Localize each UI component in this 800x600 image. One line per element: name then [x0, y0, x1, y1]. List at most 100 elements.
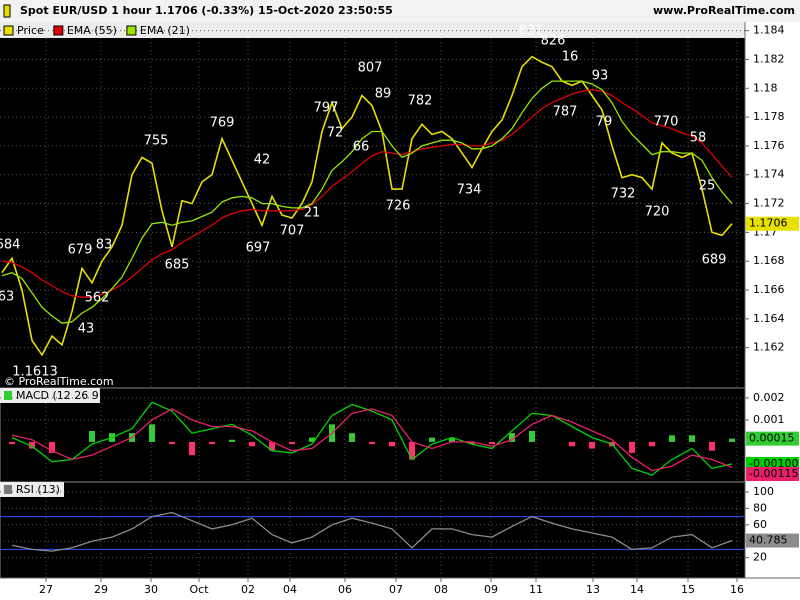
histogram-bar — [149, 424, 155, 442]
annotation: 734 — [457, 183, 482, 198]
x-tick-label: 07 — [389, 583, 403, 596]
y-tick-label: 0.001 — [753, 413, 785, 426]
histogram-bar — [209, 441, 215, 445]
macd-label-bar — [0, 388, 100, 403]
panel-icon — [4, 485, 12, 494]
histogram-bar — [709, 441, 715, 451]
value-box-label: 0.00015 — [749, 432, 795, 445]
x-tick-label: Oct — [189, 583, 209, 596]
legend-swatch — [53, 25, 64, 36]
annotation: 93 — [592, 69, 609, 84]
annotation: 770 — [654, 115, 679, 130]
histogram-bar — [689, 435, 695, 442]
histogram-bar — [629, 441, 635, 453]
histogram-bar — [29, 441, 35, 449]
histogram-bar — [569, 441, 575, 447]
annotation: 16 — [562, 50, 579, 65]
x-tick-label: 08 — [434, 583, 448, 596]
copyright: © ProRealTime.com — [4, 375, 114, 388]
annotation: 1.1613 — [12, 365, 58, 380]
histogram-bar — [9, 441, 15, 445]
annotation: 697 — [246, 241, 271, 256]
legend-swatch — [3, 25, 14, 36]
histogram-bar — [649, 441, 655, 447]
annotation: 726 — [386, 199, 411, 214]
y-tick-label: 1.172 — [753, 197, 785, 210]
legend-swatch — [126, 25, 137, 36]
legend-label: Price — [17, 24, 44, 37]
y-tick-label: 1.178 — [753, 110, 785, 123]
value-box — [746, 216, 799, 231]
y-tick-label: 1.184 — [753, 24, 785, 37]
histogram-bar — [229, 439, 235, 442]
annotation: 732 — [611, 187, 636, 202]
histogram-bar — [389, 441, 395, 447]
legend-bar — [0, 22, 745, 38]
annotation: 797 — [314, 101, 339, 116]
histogram-bar — [349, 433, 355, 442]
x-tick-label: 06 — [338, 583, 352, 596]
panel-icon — [4, 391, 12, 400]
histogram-bar — [369, 441, 375, 445]
histogram-bar — [729, 438, 735, 442]
x-tick-label: 09 — [484, 583, 498, 596]
y-tick-label: 1.164 — [753, 312, 785, 325]
histogram-bar — [669, 435, 675, 442]
series-line — [1, 55, 733, 357]
histogram-bar — [409, 441, 415, 460]
annotation: 679 — [68, 243, 93, 258]
x-tick-label: 30 — [144, 583, 158, 596]
histogram-bar — [469, 441, 475, 445]
annotation: 21 — [304, 206, 321, 221]
histogram-bar — [429, 437, 435, 442]
macd-panel — [0, 387, 746, 483]
price-panel — [0, 22, 745, 388]
value-box — [746, 467, 799, 481]
y-tick-label: 1.174 — [753, 168, 785, 181]
y-tick-label: 0.002 — [753, 391, 785, 404]
x-tick-label: 15 — [681, 583, 695, 596]
panel-title: MACD (12 26 9) — [16, 389, 103, 402]
annotation: 689 — [702, 253, 727, 268]
series-line — [11, 401, 733, 476]
annotation: 83 — [96, 238, 113, 253]
annotation: 562 — [85, 291, 110, 306]
header-site: www.ProRealTime.com — [653, 4, 795, 17]
series-line — [1, 80, 733, 324]
y-tick-label: 1.176 — [753, 139, 785, 152]
annotation: 72 — [327, 126, 344, 141]
y-tick-label: 100 — [753, 485, 774, 498]
legend-label: EMA (21) — [140, 24, 190, 37]
value-box-label: -0.00100 — [749, 457, 798, 470]
annotation: 720 — [645, 205, 670, 220]
annotation: 831 — [519, 24, 544, 39]
histogram-bar — [289, 441, 295, 445]
series-line — [11, 408, 733, 472]
x-tick-label: 11 — [529, 583, 543, 596]
y-tick-label: 1.162 — [753, 341, 785, 354]
y-tick-label: 1.182 — [753, 52, 785, 65]
series-line — [11, 511, 733, 552]
annotation: 685 — [165, 258, 190, 273]
y-tick-label: 1.18 — [753, 81, 778, 94]
x-tick-label: 14 — [630, 583, 644, 596]
x-tick-label: 29 — [94, 583, 108, 596]
annotation: 787 — [553, 105, 578, 120]
annotation: 66 — [353, 140, 370, 155]
annotation: 25 — [699, 179, 716, 194]
annotation: 79 — [596, 115, 613, 130]
x-tick-label: 02 — [241, 583, 255, 596]
histogram-bar — [309, 437, 315, 442]
histogram-bar — [529, 430, 535, 442]
x-tick-label: 13 — [586, 583, 600, 596]
y-tick-label: 1.166 — [753, 283, 785, 296]
histogram-bar — [489, 441, 495, 445]
annotation: 769 — [210, 116, 235, 131]
header-icon — [3, 4, 11, 18]
value-box-label: 1.1706 — [749, 217, 788, 230]
histogram-bar — [189, 441, 195, 456]
annotation: 755 — [144, 134, 169, 149]
annotation: 58 — [690, 131, 707, 146]
histogram-bar — [89, 430, 95, 442]
